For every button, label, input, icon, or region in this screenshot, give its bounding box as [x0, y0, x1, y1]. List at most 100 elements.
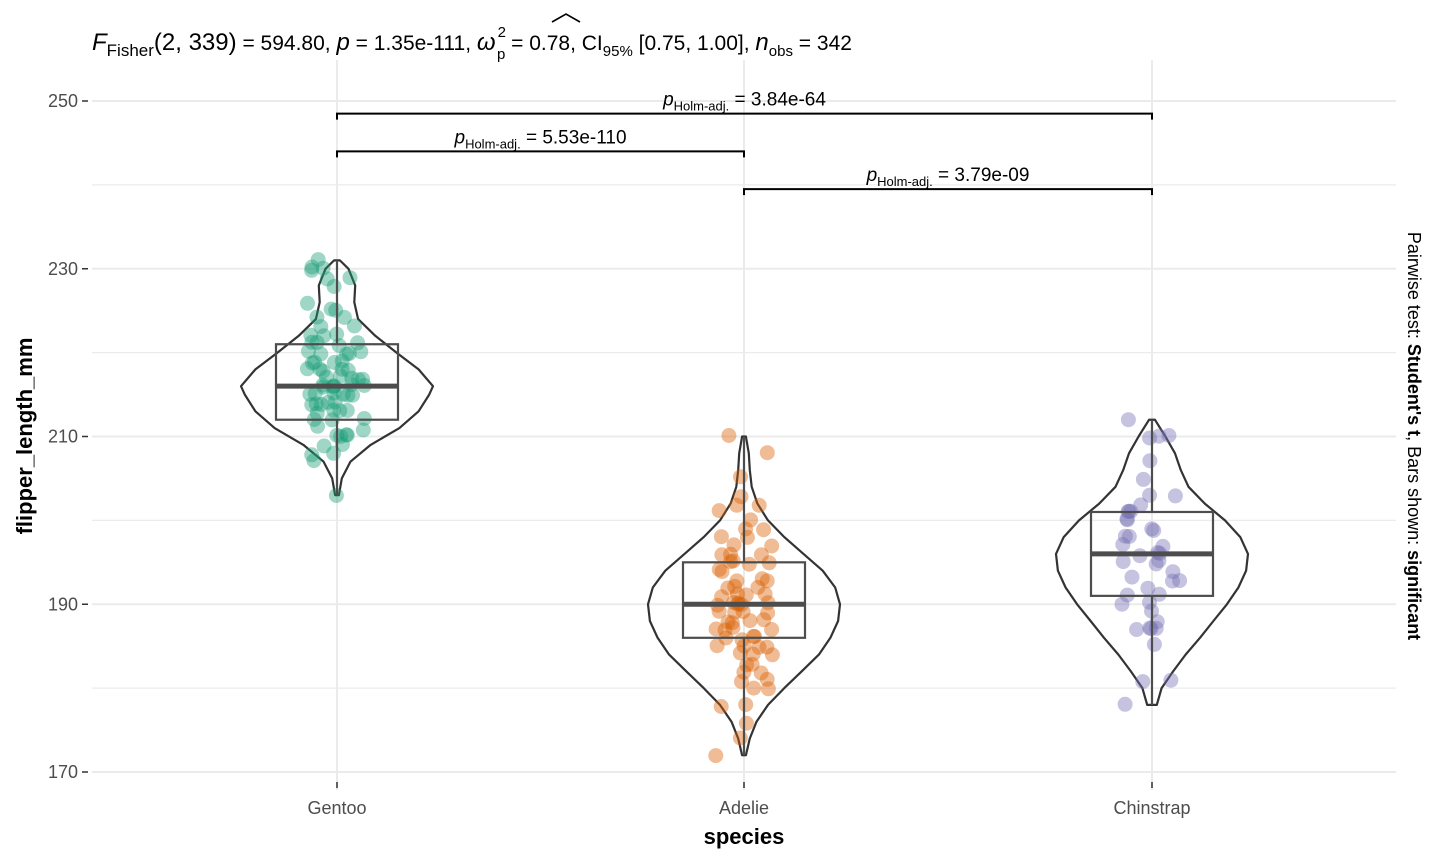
comparison-label: pHolm-adj. = 5.53e-110 — [453, 127, 626, 151]
point-adelie — [760, 681, 776, 697]
point-gentoo — [340, 362, 356, 378]
point-gentoo — [344, 370, 360, 386]
point-gentoo — [304, 397, 320, 413]
point-gentoo — [328, 302, 344, 318]
point-chinstrap — [1119, 511, 1135, 527]
y-tick-label: 170 — [48, 762, 78, 782]
y-tick-label: 230 — [48, 259, 78, 279]
point-gentoo — [336, 309, 352, 325]
point-chinstrap — [1121, 529, 1137, 544]
point-gentoo — [304, 355, 320, 371]
point-adelie — [709, 638, 725, 654]
box-gentoo — [274, 343, 400, 421]
point-adelie — [720, 614, 736, 630]
point-gentoo — [338, 427, 354, 443]
comparison-brackets: pHolm-adj. = 3.84e-64 pHolm-adj. = 5.53e-… — [336, 90, 1153, 196]
point-gentoo — [307, 354, 322, 370]
comparison-label: pHolm-adj. = 3.84e-64 — [662, 90, 826, 114]
point-adelie — [714, 589, 730, 605]
point-gentoo — [301, 343, 316, 359]
point-gentoo — [319, 271, 335, 287]
point-adelie — [764, 538, 780, 554]
point-adelie — [720, 580, 736, 596]
point-adelie — [745, 646, 761, 662]
point-gentoo — [313, 346, 329, 362]
point-gentoo — [350, 335, 366, 351]
point-adelie — [746, 628, 761, 644]
point-adelie — [757, 586, 773, 602]
point-chinstrap — [1149, 614, 1165, 630]
point-gentoo — [300, 295, 315, 311]
point-chinstrap — [1135, 674, 1151, 690]
point-chinstrap — [1117, 696, 1133, 712]
point-gentoo — [306, 453, 322, 469]
point-gentoo — [334, 437, 350, 452]
point-gentoo — [309, 334, 325, 350]
violin-gentoo — [239, 259, 435, 497]
point-adelie — [726, 537, 742, 553]
point-adelie — [742, 613, 758, 629]
point-chinstrap — [1165, 573, 1180, 589]
point-chinstrap — [1135, 471, 1151, 487]
point-gentoo — [303, 327, 319, 343]
point-adelie — [708, 621, 724, 637]
point-adelie — [756, 522, 772, 538]
point-gentoo — [339, 346, 355, 362]
point-adelie — [759, 445, 775, 461]
point-gentoo — [326, 355, 342, 370]
point-chinstrap — [1151, 428, 1167, 444]
point-chinstrap — [1120, 412, 1136, 428]
point-adelie — [735, 604, 751, 620]
point-adelie — [746, 680, 762, 696]
pairwise-caption: Pairwise test: Student's t, Bars shown: … — [1404, 232, 1424, 640]
point-chinstrap — [1161, 428, 1177, 443]
point-gentoo — [339, 403, 355, 418]
axes: 170 190 210 230 250 Gentoo Adelie Chinstrap — [48, 91, 1191, 818]
y-tick-label: 250 — [48, 91, 78, 111]
point-adelie — [738, 697, 754, 713]
point-chinstrap — [1133, 497, 1149, 513]
point-gentoo — [341, 345, 357, 361]
point-adelie — [714, 564, 730, 580]
omega-hat-icon — [551, 13, 581, 23]
point-adelie — [721, 428, 737, 443]
point-gentoo — [351, 372, 366, 388]
point-gentoo — [331, 338, 347, 354]
stats-subtitle: FFisher(2, 339) = 594.80, p = 1.35e-111,… — [92, 24, 852, 63]
point-gentoo — [355, 371, 371, 387]
point-gentoo — [327, 394, 343, 410]
point-chinstrap — [1142, 487, 1158, 503]
point-gentoo — [304, 334, 320, 350]
x-tick-label: Gentoo — [307, 798, 366, 818]
point-adelie — [764, 622, 780, 637]
point-chinstrap — [1146, 523, 1162, 538]
point-gentoo — [356, 411, 372, 426]
point-adelie — [756, 612, 772, 628]
point-adelie — [714, 547, 730, 563]
point-gentoo — [304, 447, 320, 463]
x-axis-title: species — [704, 824, 785, 849]
comparison-bracket — [336, 112, 1153, 120]
point-gentoo — [353, 344, 369, 360]
point-gentoo — [334, 361, 350, 377]
point-adelie — [744, 656, 760, 672]
point-chinstrap — [1163, 672, 1179, 688]
point-adelie — [741, 556, 757, 572]
point-adelie — [734, 632, 750, 648]
point-chinstrap — [1140, 580, 1156, 596]
point-gentoo — [355, 422, 371, 438]
point-gentoo — [308, 396, 324, 412]
point-adelie — [738, 587, 754, 603]
point-adelie — [759, 639, 775, 655]
point-chinstrap — [1142, 453, 1158, 469]
point-adelie — [733, 469, 748, 485]
point-chinstrap — [1142, 430, 1158, 446]
point-gentoo — [318, 369, 334, 385]
data-points — [299, 252, 1188, 764]
point-gentoo — [309, 405, 325, 421]
comparison-label: pHolm-adj. = 3.79e-09 — [866, 165, 1030, 189]
point-adelie — [733, 489, 749, 505]
point-adelie — [754, 571, 770, 587]
point-gentoo — [310, 252, 326, 268]
